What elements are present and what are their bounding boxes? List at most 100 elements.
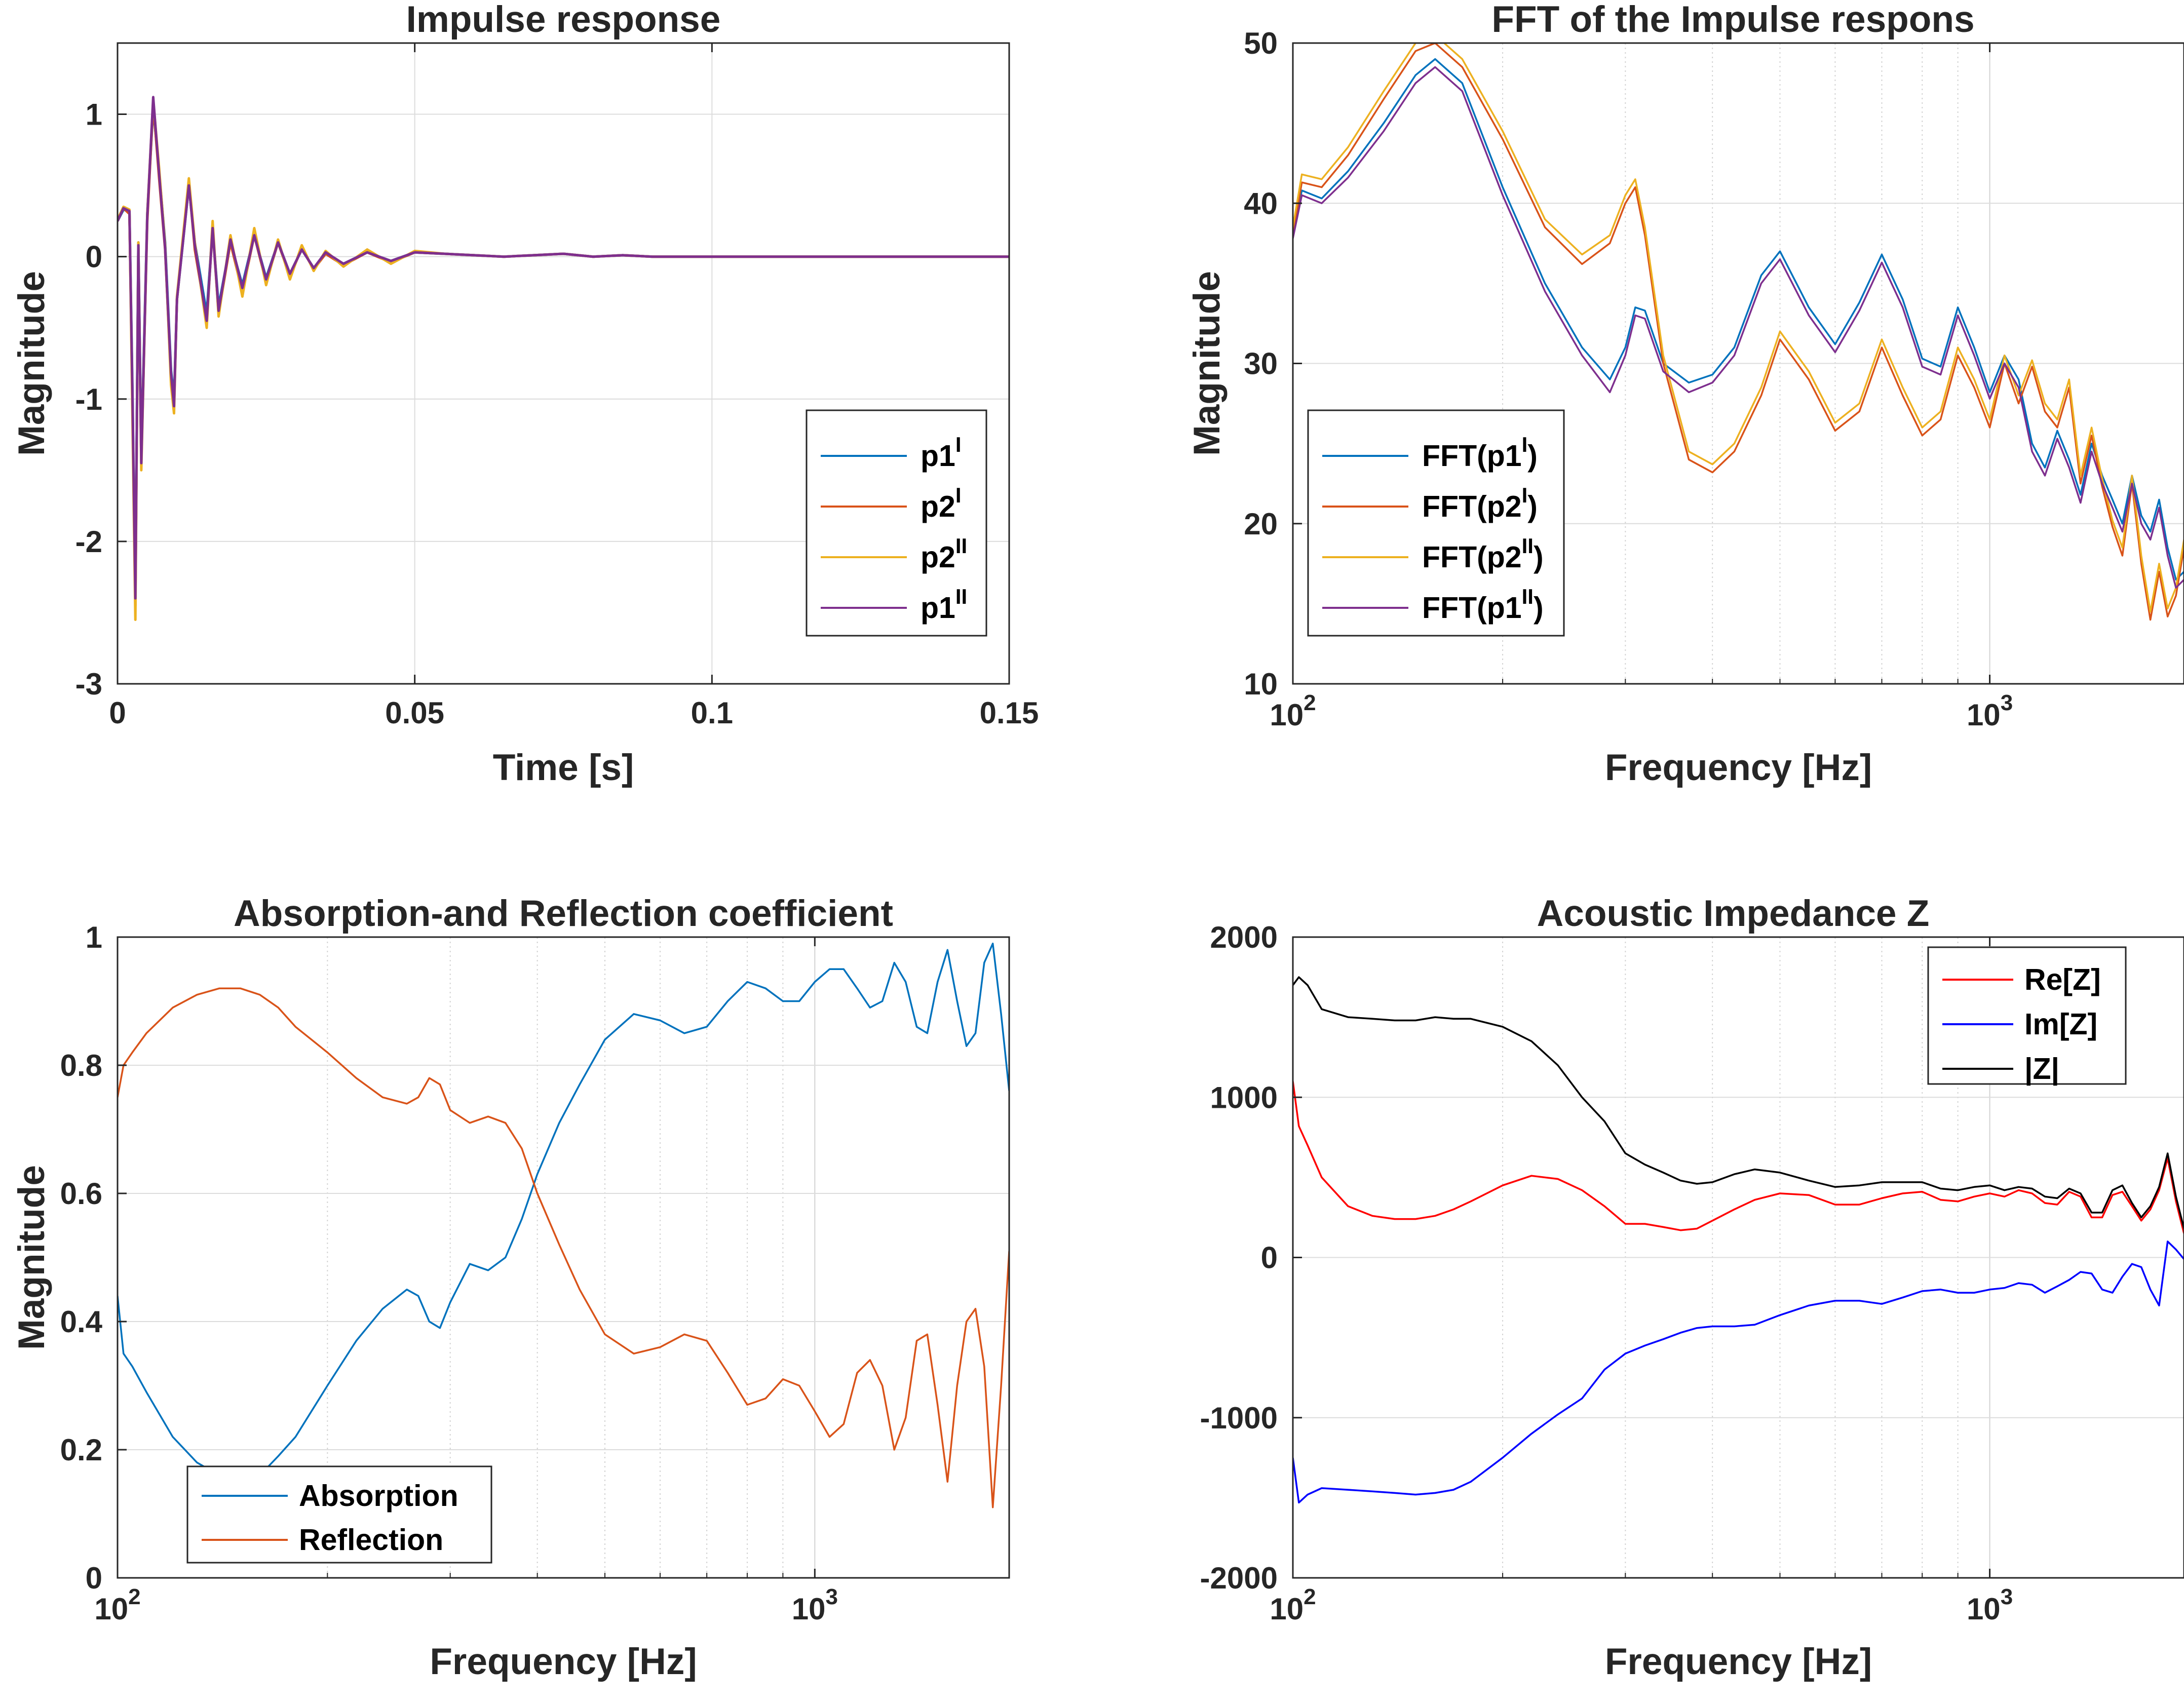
legend-sup: II (955, 534, 967, 558)
y-tick-label: 1 (86, 920, 102, 954)
series-group (1293, 43, 2184, 621)
x-tick-label: 0.1 (691, 696, 733, 730)
legend-label: p1II (921, 585, 967, 625)
legend-label: FFT(p1II) (1422, 585, 1544, 625)
legend-label: FFT(p2I) (1422, 483, 1538, 523)
legend-sup: II (1522, 534, 1534, 558)
legend-name: |Z| (2024, 1052, 2059, 1086)
y-tick-label: 0.4 (60, 1305, 103, 1339)
y-tick-label: 1000 (1210, 1080, 1278, 1114)
legend-name: FFT(p2 (1422, 540, 1522, 574)
series-line-0 (1293, 1081, 2184, 1234)
series-line-0 (118, 942, 1009, 1483)
y-tick-label: 2000 (1210, 920, 1278, 954)
legend-box (806, 409, 987, 637)
y-tick-label: 10 (1244, 667, 1278, 701)
y-axis-label: Magnitude (1186, 271, 1228, 456)
chart-title: FFT of the Impulse respons (1491, 0, 1974, 40)
legend-close: ) (1527, 490, 1538, 523)
x-tick-label: 102 (94, 1584, 140, 1626)
legend-sup: I (1522, 433, 1528, 456)
x-axis-label: Frequency [Hz] (430, 1641, 697, 1682)
legend-label: |Z| (2024, 1052, 2059, 1086)
x-tick-base: 10 (1967, 1592, 2001, 1626)
series-line-1 (1293, 43, 2184, 621)
x-axis-label: Frequency [Hz] (1605, 747, 1872, 788)
axes-box (117, 42, 1010, 685)
legend-label: Reflection (299, 1523, 443, 1557)
y-tick-label: 0.6 (60, 1177, 102, 1211)
y-tick-label: -1 (75, 382, 102, 416)
legend-sup: I (1522, 483, 1528, 507)
x-tick-label: 0.15 (980, 696, 1039, 730)
y-tick-label: -2 (75, 525, 102, 559)
legend-sup: II (955, 585, 967, 608)
legend-name: FFT(p1 (1422, 591, 1522, 625)
x-tick-label: 102 (1270, 690, 1316, 732)
legend-label: Im[Z] (2024, 1008, 2097, 1041)
legend-sup: I (955, 483, 962, 507)
x-tick-exp: 2 (1304, 690, 1316, 715)
x-tick-exp: 3 (2001, 690, 2013, 715)
x-tick-exp: 3 (2001, 1584, 2013, 1609)
y-tick-label: 0.8 (60, 1049, 102, 1082)
series-line-2 (1293, 976, 2184, 1229)
legend-name: FFT(p1 (1422, 439, 1522, 473)
legend-close: ) (1534, 540, 1544, 574)
y-tick-label: 0 (86, 240, 102, 274)
legend-close: ) (1534, 591, 1544, 625)
legend-label: Re[Z] (2024, 963, 2101, 996)
y-tick-label: -2000 (1200, 1561, 1278, 1595)
legend-name: Im[Z] (2024, 1008, 2097, 1041)
axes-box (117, 936, 1010, 1579)
series-line-3 (1293, 66, 2184, 589)
x-tick-label: 102 (1270, 1584, 1316, 1626)
chart-impulse: 0 0.05 0.1 0.15 -3 -2 -1 0 1 Impulse response Time… (11, 0, 1039, 788)
legend-name: p1 (921, 591, 955, 625)
legend-label: p2II (921, 534, 967, 574)
y-axis-label: Magnitude (11, 271, 52, 456)
legend-sup: II (1522, 585, 1534, 608)
legend-label: p2I (921, 483, 962, 523)
legend-close: ) (1527, 439, 1538, 473)
x-tick-base: 10 (792, 1592, 826, 1626)
legend-box (1307, 409, 1565, 637)
series-group (1293, 976, 2184, 1504)
legend-label: FFT(p1I) (1422, 433, 1538, 473)
y-tick-label: 40 (1244, 186, 1278, 220)
y-tick-label: 0 (1261, 1241, 1278, 1275)
chart-title: Impulse response (406, 0, 721, 40)
legend-box (186, 1465, 492, 1564)
y-tick-label: -1000 (1200, 1401, 1278, 1435)
chart-title: Acoustic Impedance Z (1537, 893, 1930, 934)
y-axis-label: Magnitude (11, 1165, 52, 1350)
series-group (118, 96, 1009, 621)
legend: Re[Z] Im[Z] |Z| (1927, 946, 2127, 1086)
x-tick-base: 10 (1270, 1592, 1304, 1626)
x-tick-base: 10 (1270, 698, 1304, 732)
y-tick-label: -3 (75, 667, 102, 701)
series-line-2 (1293, 43, 2184, 613)
x-tick-exp: 2 (1304, 1584, 1316, 1609)
legend-label: p1I (921, 433, 962, 473)
x-tick-label: 103 (1967, 1584, 2013, 1626)
y-tick-label: 50 (1244, 26, 1278, 60)
legend-box (1927, 946, 2127, 1085)
y-tick-label: 1 (86, 98, 102, 132)
legend-name: p1 (921, 439, 955, 473)
y-tick-label: 0.2 (60, 1433, 102, 1467)
x-tick-label: 103 (1967, 690, 2013, 732)
legend-sup: I (955, 433, 962, 456)
x-tick-base: 10 (94, 1592, 128, 1626)
x-tick-exp: 2 (128, 1584, 140, 1609)
x-axis-label: Time [s] (493, 747, 634, 788)
series-group (118, 942, 1009, 1508)
y-tick-label: 0 (86, 1561, 102, 1595)
x-tick-label: 103 (792, 1584, 838, 1626)
x-tick-label: 0.05 (385, 696, 444, 730)
